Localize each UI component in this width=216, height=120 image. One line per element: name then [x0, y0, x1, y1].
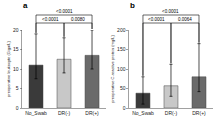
svg-text:preoperative leukocyte (Giga/L: preoperative leukocyte (Giga/L): [6, 40, 11, 96]
svg-text:DR(-): DR(-): [165, 110, 178, 116]
svg-text:DR(+): DR(+): [85, 110, 99, 116]
svg-text:<0.0001: <0.0001: [162, 9, 179, 14]
svg-text:0: 0: [16, 105, 19, 111]
svg-text:15: 15: [13, 46, 19, 52]
svg-text:10: 10: [13, 66, 19, 72]
svg-text:150: 150: [117, 46, 126, 52]
svg-text:b: b: [130, 1, 135, 10]
svg-text:0.0080: 0.0080: [71, 17, 85, 22]
svg-text:a: a: [23, 1, 28, 10]
svg-text:5: 5: [16, 85, 19, 91]
svg-text:preoperative C-reactive protei: preoperative C-reactive protein (mg/L): [110, 35, 115, 103]
svg-text:100: 100: [117, 66, 126, 72]
svg-text:20: 20: [13, 27, 19, 33]
svg-text:0: 0: [123, 105, 126, 111]
svg-text:0.0064: 0.0064: [178, 17, 192, 22]
svg-text:200: 200: [117, 27, 126, 33]
svg-text:DR(-): DR(-): [58, 110, 71, 116]
svg-text:<0.0001: <0.0001: [148, 17, 165, 22]
svg-text:No_Swab: No_Swab: [25, 110, 47, 116]
svg-text:No_Swab: No_Swab: [132, 110, 154, 116]
svg-text:<0.0001: <0.0001: [56, 9, 73, 14]
svg-text:DR(+): DR(+): [192, 110, 206, 116]
svg-text:<0.0001: <0.0001: [42, 17, 59, 22]
svg-text:50: 50: [120, 85, 126, 91]
